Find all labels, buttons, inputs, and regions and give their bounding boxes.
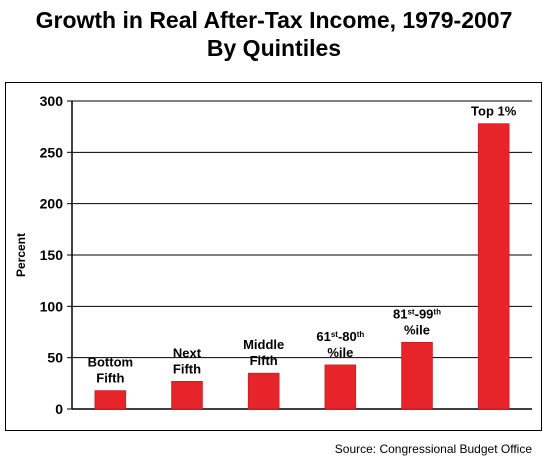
y-tick-label: 250: [40, 144, 64, 160]
source-note: Source: Congressional Budget Office: [334, 442, 532, 456]
bar: [171, 381, 203, 410]
category-label: Top 1%: [471, 104, 517, 119]
y-tick-label: 100: [40, 298, 64, 314]
y-tick-label: 300: [40, 93, 64, 109]
category-label: Fifth: [250, 353, 278, 368]
bar: [247, 372, 280, 410]
bar: [324, 364, 357, 410]
category-label: Fifth: [96, 371, 124, 386]
y-tick-label: 200: [40, 196, 64, 212]
y-tick-label: 150: [40, 247, 64, 263]
y-tick-label: 0: [55, 401, 63, 417]
bar: [94, 390, 127, 410]
chart-area: [5, 82, 542, 431]
category-label: Middle: [243, 337, 284, 352]
y-tick-label: 50: [47, 350, 63, 366]
category-label: 61st-80th: [316, 329, 364, 344]
bar: [401, 342, 433, 410]
category-label: Bottom: [88, 355, 134, 370]
category-label: Next: [173, 345, 202, 360]
y-axis-label: Percent: [14, 233, 28, 277]
category-label: 81st-99th: [393, 306, 441, 321]
category-label: %ile: [327, 345, 353, 360]
bar: [477, 123, 510, 410]
category-label: Fifth: [173, 361, 201, 376]
chart-title-line-1: Growth in Real After-Tax Income, 1979-20…: [35, 7, 513, 33]
category-label: %ile: [404, 322, 430, 337]
chart-title-line-2: By Quintiles: [206, 35, 342, 61]
